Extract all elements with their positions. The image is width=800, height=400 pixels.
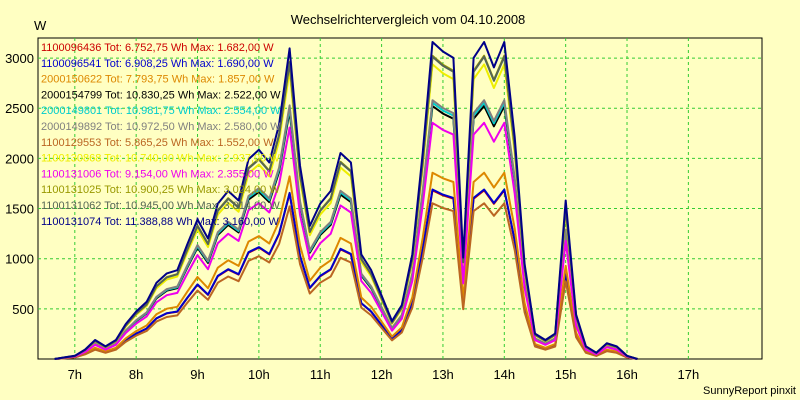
x-axis: 7h 8h 9h 10h 11h 12h 13h 14h 15h 16h 17h xyxy=(68,367,700,382)
x-tick-label: 13h xyxy=(432,367,454,382)
legend-entry-1100129553: 1100129553 Tot: 5.865,25 Wh Max: 1.552,0… xyxy=(41,137,274,149)
x-tick-label: 16h xyxy=(616,367,638,382)
x-tick-label: 17h xyxy=(678,367,700,382)
x-tick-label: 15h xyxy=(555,367,577,382)
y-axis: 500 1000 1500 2000 2500 3000 xyxy=(5,51,34,317)
y-tick-label: 500 xyxy=(12,302,34,317)
legend-entry-2000150622: 2000150622 Tot: 7.793,75 Wh Max: 1.857,0… xyxy=(41,74,275,86)
legend-entry-2000149801: 2000149801 Tot: 10.981,75 Wh Max: 2.554,… xyxy=(41,105,281,117)
series-line-1100131006 xyxy=(54,121,638,360)
legend: 1100096436 Tot: 6.752,75 Wh Max: 1.682,0… xyxy=(41,42,281,228)
series-lines xyxy=(54,41,638,360)
x-tick-label: 7h xyxy=(68,367,82,382)
legend-entry-1100131006: 1100131006 Tot: 9.154,00 Wh Max: 2.355,0… xyxy=(41,168,274,180)
footer-credit: SunnyReport pinxit xyxy=(703,385,796,397)
legend-entry-2000149892: 2000149892 Tot: 10.972,50 Wh Max: 2.580,… xyxy=(41,121,281,133)
legend-entry-1100130868: 1100130868 Tot: 10.740,00 Wh Max: 2.937,… xyxy=(41,153,280,165)
y-axis-unit: W xyxy=(34,18,47,33)
series-line-2000150622 xyxy=(54,171,638,360)
legend-entry-2000154799: 2000154799 Tot: 10.830,25 Wh Max: 2.522,… xyxy=(41,89,281,101)
x-tick-label: 12h xyxy=(371,367,393,382)
series-line-1100129553 xyxy=(54,202,638,360)
legend-entry-1100131074: 1100131074 Tot: 11.388,88 Wh Max: 3.160,… xyxy=(41,216,280,228)
series-line-2000149892 xyxy=(54,99,638,360)
x-tick-label: 9h xyxy=(190,367,204,382)
x-tick-label: 11h xyxy=(310,367,331,382)
legend-entry-1100131062: 1100131062 Tot: 10.945,00 Wh Max: 3.014,… xyxy=(41,200,280,212)
legend-entry-1100096436: 1100096436 Tot: 6.752,75 Wh Max: 1.682,0… xyxy=(41,42,274,54)
y-tick-label: 2500 xyxy=(5,101,34,116)
plot-area xyxy=(37,37,763,360)
legend-entry-1100096541: 1100096541 Tot: 6.908,25 Wh Max: 1.690,0… xyxy=(41,58,274,70)
legend-entry-1100131025: 1100131025 Tot: 10.900,25 Wh Max: 3.024,… xyxy=(41,184,280,196)
x-tick-label: 10h xyxy=(248,367,270,382)
chart-title: Wechselrichtervergleich vom 04.10.2008 xyxy=(291,12,526,27)
series-line-1100131074 xyxy=(54,41,638,360)
y-tick-label: 1500 xyxy=(5,202,34,217)
x-tick-label: 14h xyxy=(493,367,515,382)
x-tick-label: 8h xyxy=(129,367,143,382)
y-tick-label: 3000 xyxy=(5,51,34,66)
y-tick-label: 2000 xyxy=(5,151,34,166)
y-tick-label: 1000 xyxy=(5,252,34,267)
